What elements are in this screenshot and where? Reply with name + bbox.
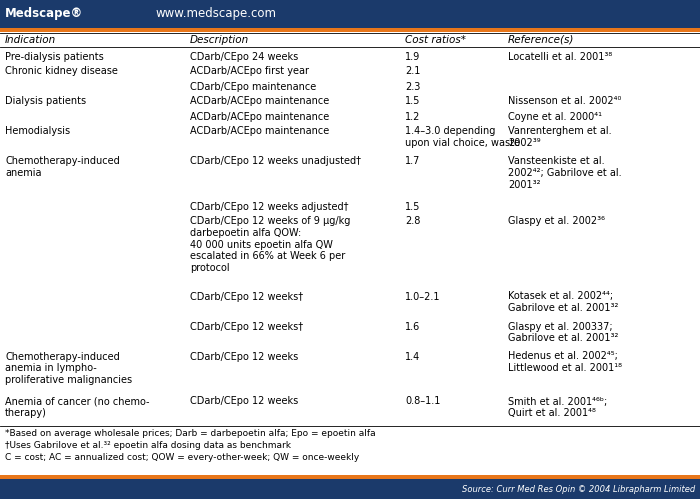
Text: 1.0–2.1: 1.0–2.1 — [405, 291, 440, 301]
Text: 1.2: 1.2 — [405, 111, 421, 121]
Text: Description: Description — [190, 35, 249, 45]
Text: CDarb/CEpo 12 weeks†: CDarb/CEpo 12 weeks† — [190, 321, 303, 331]
Text: Hemodialysis: Hemodialysis — [5, 127, 70, 137]
Text: CDarb/CEpo 12 weeks unadjusted†: CDarb/CEpo 12 weeks unadjusted† — [190, 157, 361, 167]
Text: Reference(s): Reference(s) — [508, 35, 575, 45]
Text: 1.5: 1.5 — [405, 96, 421, 106]
Text: Chemotherapy-induced
anemia in lympho-
proliferative malignancies: Chemotherapy-induced anemia in lympho- p… — [5, 351, 132, 385]
Text: Indication: Indication — [5, 35, 56, 45]
Text: Hedenus et al. 2002⁴⁵;
Littlewood et al. 2001¹⁸: Hedenus et al. 2002⁴⁵; Littlewood et al.… — [508, 351, 622, 373]
Text: CDarb/CEpo 24 weeks: CDarb/CEpo 24 weeks — [190, 51, 298, 61]
Text: CDarb/CEpo 12 weeks: CDarb/CEpo 12 weeks — [190, 397, 298, 407]
Text: 1.6: 1.6 — [405, 321, 420, 331]
Text: Kotasek et al. 2002⁴⁴;
Gabrilove et al. 2001³²: Kotasek et al. 2002⁴⁴; Gabrilove et al. … — [508, 291, 618, 313]
Text: CDarb/CEpo maintenance: CDarb/CEpo maintenance — [190, 81, 316, 91]
Text: Anemia of cancer (no chemo-
therapy): Anemia of cancer (no chemo- therapy) — [5, 397, 150, 418]
Text: Vansteenkiste et al.
2002⁴²; Gabrilove et al.
2001³²: Vansteenkiste et al. 2002⁴²; Gabrilove e… — [508, 157, 622, 190]
Text: ACDarb/ACEpo first year: ACDarb/ACEpo first year — [190, 66, 309, 76]
Text: CDarb/CEpo 12 weeks adjusted†: CDarb/CEpo 12 weeks adjusted† — [190, 202, 349, 212]
Text: †Uses Gabrilove et al.³² epoetin alfa dosing data as benchmark: †Uses Gabrilove et al.³² epoetin alfa do… — [5, 441, 291, 450]
Text: 2.8: 2.8 — [405, 217, 421, 227]
Text: 1.9: 1.9 — [405, 51, 420, 61]
Text: 0.8–1.1: 0.8–1.1 — [405, 397, 440, 407]
Text: Source: Curr Med Res Opin © 2004 Librapharm Limited: Source: Curr Med Res Opin © 2004 Libraph… — [462, 485, 695, 494]
Text: Glaspy et al. 200337;
Gabrilove et al. 2001³²: Glaspy et al. 200337; Gabrilove et al. 2… — [508, 321, 618, 343]
Text: Glaspy et al. 2002³⁶: Glaspy et al. 2002³⁶ — [508, 217, 605, 227]
Text: 2.3: 2.3 — [405, 81, 421, 91]
Text: 1.7: 1.7 — [405, 157, 421, 167]
Text: CDarb/CEpo 12 weeks of 9 µg/kg
darbepoetin alfa QOW:
40 000 units epoetin alfa Q: CDarb/CEpo 12 weeks of 9 µg/kg darbepoet… — [190, 217, 351, 273]
Text: CDarb/CEpo 12 weeks†: CDarb/CEpo 12 weeks† — [190, 291, 303, 301]
Text: CDarb/CEpo 12 weeks: CDarb/CEpo 12 weeks — [190, 351, 298, 361]
Text: Chemotherapy-induced
anemia: Chemotherapy-induced anemia — [5, 157, 120, 178]
Text: C = cost; AC = annualized cost; QOW = every-other-week; QW = once-weekly: C = cost; AC = annualized cost; QOW = ev… — [5, 453, 359, 462]
Text: Nissenson et al. 2002⁴⁰: Nissenson et al. 2002⁴⁰ — [508, 96, 622, 106]
Text: 1.4: 1.4 — [405, 351, 420, 361]
Text: Smith et al. 2001⁴⁶ᵇ;
Quirt et al. 2001⁴⁸: Smith et al. 2001⁴⁶ᵇ; Quirt et al. 2001⁴… — [508, 397, 608, 418]
Text: www.medscape.com: www.medscape.com — [155, 7, 276, 20]
Text: ACDarb/ACEpo maintenance: ACDarb/ACEpo maintenance — [190, 111, 329, 121]
Text: ACDarb/ACEpo maintenance: ACDarb/ACEpo maintenance — [190, 96, 329, 106]
Text: 1.4–3.0 depending
upon vial choice, waste: 1.4–3.0 depending upon vial choice, wast… — [405, 127, 520, 148]
Text: Dialysis patients: Dialysis patients — [5, 96, 86, 106]
Text: Locatelli et al. 2001³⁸: Locatelli et al. 2001³⁸ — [508, 51, 612, 61]
Text: Chronic kidney disease: Chronic kidney disease — [5, 66, 118, 76]
Text: 2.1: 2.1 — [405, 66, 421, 76]
Text: Vanrenterghem et al.
2002³⁹: Vanrenterghem et al. 2002³⁹ — [508, 127, 612, 148]
Text: 1.5: 1.5 — [405, 202, 421, 212]
Text: Pre-dialysis patients: Pre-dialysis patients — [5, 51, 104, 61]
Text: Coyne et al. 2000⁴¹: Coyne et al. 2000⁴¹ — [508, 111, 602, 121]
Text: Medscape®: Medscape® — [5, 7, 83, 20]
Text: *Based on average wholesale prices; Darb = darbepoetin alfa; Epo = epoetin alfa: *Based on average wholesale prices; Darb… — [5, 429, 376, 438]
Text: Cost ratios*: Cost ratios* — [405, 35, 466, 45]
Text: ACDarb/ACEpo maintenance: ACDarb/ACEpo maintenance — [190, 127, 329, 137]
